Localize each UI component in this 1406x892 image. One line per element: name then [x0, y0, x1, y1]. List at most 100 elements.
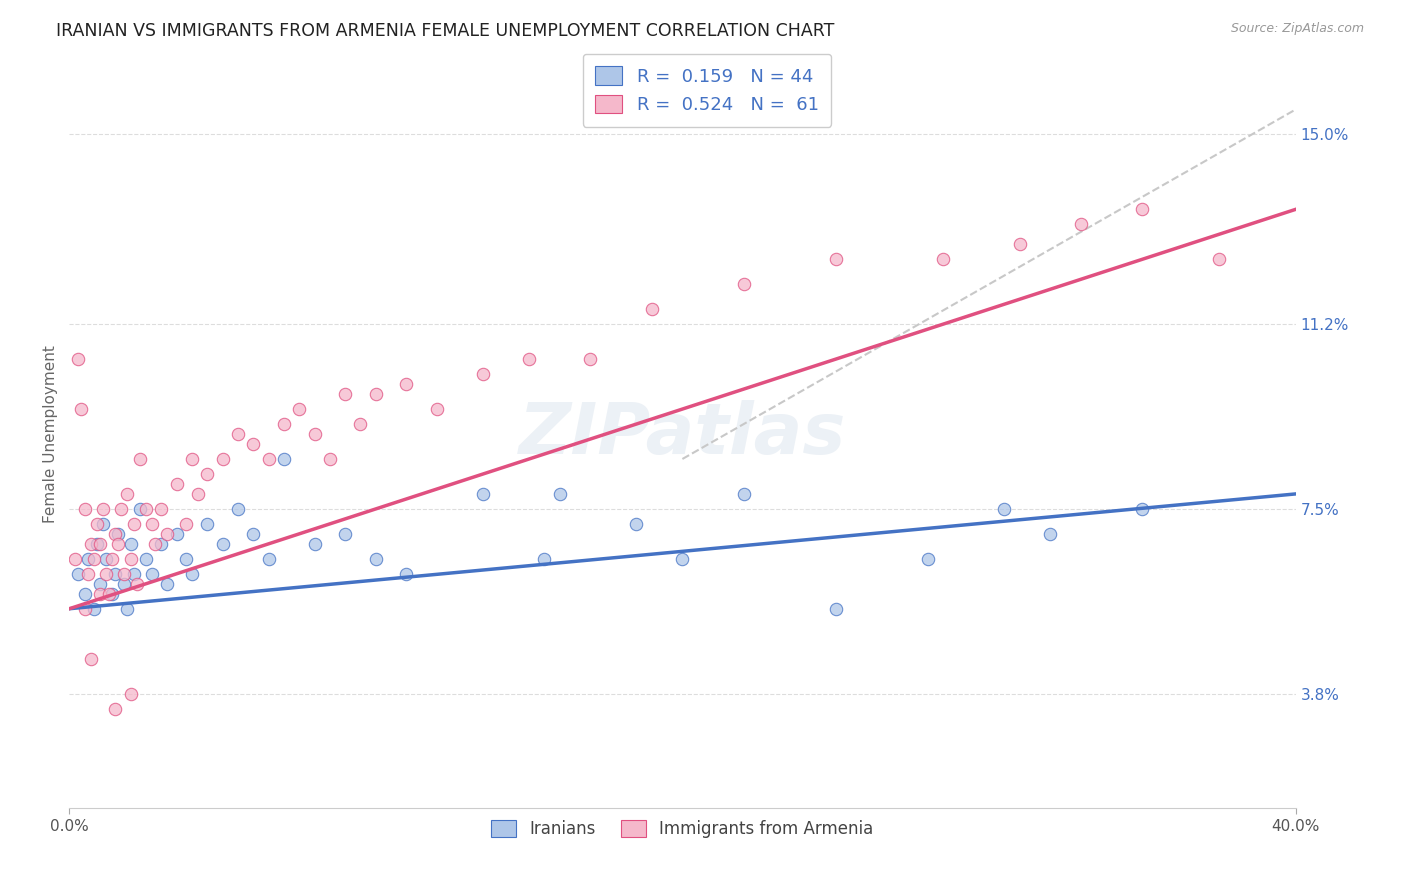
Point	[533, 551, 555, 566]
Point	[1008, 237, 1031, 252]
Point	[1130, 202, 1153, 217]
Point	[671, 551, 693, 566]
Point	[73, 601, 96, 615]
Point	[65, 551, 87, 566]
Point	[128, 452, 150, 467]
Point	[76, 551, 98, 566]
Point	[195, 467, 218, 481]
Point	[319, 452, 342, 467]
Point	[304, 427, 326, 442]
Point	[180, 452, 202, 467]
Point	[125, 576, 148, 591]
Point	[211, 537, 233, 551]
Point	[733, 277, 755, 292]
Point	[349, 417, 371, 431]
Point	[917, 551, 939, 566]
Point	[166, 527, 188, 541]
Point	[1070, 218, 1092, 232]
Point	[472, 367, 495, 381]
Point	[395, 377, 418, 392]
Point	[112, 576, 135, 591]
Point	[579, 352, 602, 367]
Point	[242, 527, 264, 541]
Point	[122, 516, 145, 531]
Point	[104, 527, 127, 541]
Point	[824, 601, 846, 615]
Point	[226, 427, 249, 442]
Point	[122, 566, 145, 581]
Point	[70, 402, 93, 417]
Point	[333, 387, 356, 401]
Point	[257, 452, 280, 467]
Point	[73, 502, 96, 516]
Point	[89, 537, 111, 551]
Point	[472, 487, 495, 501]
Point	[143, 537, 166, 551]
Point	[86, 537, 108, 551]
Point	[824, 252, 846, 267]
Point	[733, 487, 755, 501]
Point	[80, 537, 103, 551]
Point	[156, 527, 179, 541]
Point	[1039, 527, 1062, 541]
Point	[80, 651, 103, 665]
Point	[150, 537, 173, 551]
Point	[107, 537, 129, 551]
Point	[304, 537, 326, 551]
Point	[187, 487, 209, 501]
Point	[135, 551, 157, 566]
Point	[932, 252, 955, 267]
Point	[67, 352, 90, 367]
Point	[83, 601, 105, 615]
Text: IRANIAN VS IMMIGRANTS FROM ARMENIA FEMALE UNEMPLOYMENT CORRELATION CHART: IRANIAN VS IMMIGRANTS FROM ARMENIA FEMAL…	[56, 22, 835, 40]
Point	[89, 587, 111, 601]
Point	[174, 516, 197, 531]
Point	[211, 452, 233, 467]
Point	[73, 587, 96, 601]
Point	[257, 551, 280, 566]
Text: Source: ZipAtlas.com: Source: ZipAtlas.com	[1230, 22, 1364, 36]
Point	[1130, 502, 1153, 516]
Point	[67, 566, 90, 581]
Point	[626, 516, 648, 531]
Point	[98, 587, 121, 601]
Point	[517, 352, 540, 367]
Text: ZIPatlas: ZIPatlas	[519, 400, 846, 468]
Point	[333, 527, 356, 541]
Point	[91, 502, 114, 516]
Point	[91, 516, 114, 531]
Point	[117, 601, 139, 615]
Point	[120, 687, 142, 701]
Point	[104, 566, 127, 581]
Point	[288, 402, 311, 417]
Point	[107, 527, 129, 541]
Legend: Iranians, Immigrants from Armenia: Iranians, Immigrants from Armenia	[485, 814, 880, 845]
Point	[242, 437, 264, 451]
Point	[104, 701, 127, 715]
Point	[426, 402, 449, 417]
Point	[641, 302, 664, 317]
Point	[89, 576, 111, 591]
Point	[135, 502, 157, 516]
Point	[180, 566, 202, 581]
Point	[993, 502, 1015, 516]
Point	[110, 502, 132, 516]
Point	[94, 551, 117, 566]
Point	[76, 566, 98, 581]
Point	[364, 551, 387, 566]
Point	[395, 566, 418, 581]
Point	[156, 576, 179, 591]
Point	[86, 516, 108, 531]
Point	[364, 387, 387, 401]
Point	[166, 477, 188, 491]
Point	[226, 502, 249, 516]
Point	[83, 551, 105, 566]
Point	[94, 566, 117, 581]
Point	[273, 417, 295, 431]
Y-axis label: Female Unemployment: Female Unemployment	[44, 345, 58, 523]
Point	[101, 551, 124, 566]
Point	[112, 566, 135, 581]
Point	[117, 487, 139, 501]
Point	[120, 551, 142, 566]
Point	[101, 587, 124, 601]
